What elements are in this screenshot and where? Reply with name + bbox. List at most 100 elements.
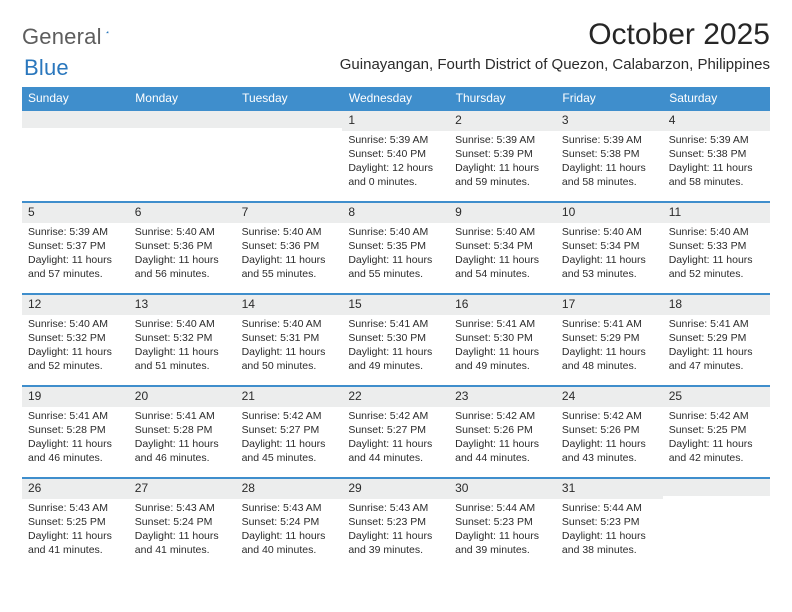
- sunset-text: Sunset: 5:29 PM: [562, 331, 657, 345]
- daylight-text: and 0 minutes.: [348, 175, 443, 189]
- daylight-text: Daylight: 11 hours: [348, 437, 443, 451]
- logo-text-general: General: [22, 24, 102, 50]
- daylight-text: and 41 minutes.: [28, 543, 123, 557]
- sunrise-text: Sunrise: 5:40 AM: [669, 225, 764, 239]
- daylight-text: and 56 minutes.: [135, 267, 230, 281]
- weekday-header: Tuesday: [236, 87, 343, 110]
- day-number: 9: [449, 203, 556, 223]
- daylight-text: and 45 minutes.: [242, 451, 337, 465]
- calendar-day-cell: 21Sunrise: 5:42 AMSunset: 5:27 PMDayligh…: [236, 386, 343, 478]
- daylight-text: and 49 minutes.: [455, 359, 550, 373]
- day-number: 30: [449, 479, 556, 499]
- day-details: Sunrise: 5:41 AMSunset: 5:28 PMDaylight:…: [22, 407, 129, 470]
- daylight-text: Daylight: 11 hours: [28, 529, 123, 543]
- day-details: Sunrise: 5:40 AMSunset: 5:32 PMDaylight:…: [22, 315, 129, 378]
- day-number: 27: [129, 479, 236, 499]
- logo: General: [22, 18, 130, 50]
- daylight-text: and 48 minutes.: [562, 359, 657, 373]
- daylight-text: and 44 minutes.: [348, 451, 443, 465]
- day-number: 3: [556, 111, 663, 131]
- sunset-text: Sunset: 5:33 PM: [669, 239, 764, 253]
- day-number: [236, 111, 343, 128]
- daylight-text: and 40 minutes.: [242, 543, 337, 557]
- day-details: Sunrise: 5:43 AMSunset: 5:25 PMDaylight:…: [22, 499, 129, 562]
- sunrise-text: Sunrise: 5:42 AM: [669, 409, 764, 423]
- day-details: Sunrise: 5:44 AMSunset: 5:23 PMDaylight:…: [449, 499, 556, 562]
- sunrise-text: Sunrise: 5:40 AM: [135, 317, 230, 331]
- sunrise-text: Sunrise: 5:43 AM: [242, 501, 337, 515]
- calendar-day-cell: 10Sunrise: 5:40 AMSunset: 5:34 PMDayligh…: [556, 202, 663, 294]
- calendar-empty-cell: [236, 110, 343, 202]
- daylight-text: Daylight: 11 hours: [135, 529, 230, 543]
- daylight-text: Daylight: 11 hours: [242, 345, 337, 359]
- weekday-header: Saturday: [663, 87, 770, 110]
- day-number: 28: [236, 479, 343, 499]
- day-number: 16: [449, 295, 556, 315]
- daylight-text: and 59 minutes.: [455, 175, 550, 189]
- sunrise-text: Sunrise: 5:39 AM: [455, 133, 550, 147]
- daylight-text: and 38 minutes.: [562, 543, 657, 557]
- daylight-text: and 52 minutes.: [669, 267, 764, 281]
- weekday-header: Thursday: [449, 87, 556, 110]
- daylight-text: and 55 minutes.: [348, 267, 443, 281]
- sunrise-text: Sunrise: 5:42 AM: [562, 409, 657, 423]
- day-number: 7: [236, 203, 343, 223]
- day-details: Sunrise: 5:39 AMSunset: 5:40 PMDaylight:…: [342, 131, 449, 194]
- sunset-text: Sunset: 5:31 PM: [242, 331, 337, 345]
- day-number: 6: [129, 203, 236, 223]
- weekday-header-row: SundayMondayTuesdayWednesdayThursdayFrid…: [22, 87, 770, 110]
- calendar-day-cell: 26Sunrise: 5:43 AMSunset: 5:25 PMDayligh…: [22, 478, 129, 570]
- sunrise-text: Sunrise: 5:39 AM: [28, 225, 123, 239]
- calendar-day-cell: 6Sunrise: 5:40 AMSunset: 5:36 PMDaylight…: [129, 202, 236, 294]
- day-details: Sunrise: 5:42 AMSunset: 5:26 PMDaylight:…: [556, 407, 663, 470]
- sunrise-text: Sunrise: 5:44 AM: [455, 501, 550, 515]
- sunrise-text: Sunrise: 5:40 AM: [135, 225, 230, 239]
- day-details: Sunrise: 5:41 AMSunset: 5:30 PMDaylight:…: [449, 315, 556, 378]
- sunrise-text: Sunrise: 5:40 AM: [242, 225, 337, 239]
- calendar-day-cell: 27Sunrise: 5:43 AMSunset: 5:24 PMDayligh…: [129, 478, 236, 570]
- day-details: Sunrise: 5:40 AMSunset: 5:34 PMDaylight:…: [449, 223, 556, 286]
- calendar-day-cell: 8Sunrise: 5:40 AMSunset: 5:35 PMDaylight…: [342, 202, 449, 294]
- day-number: 10: [556, 203, 663, 223]
- day-details: Sunrise: 5:39 AMSunset: 5:37 PMDaylight:…: [22, 223, 129, 286]
- sunset-text: Sunset: 5:34 PM: [562, 239, 657, 253]
- sunset-text: Sunset: 5:34 PM: [455, 239, 550, 253]
- location-text: Guinayangan, Fourth District of Quezon, …: [340, 56, 770, 73]
- sunset-text: Sunset: 5:25 PM: [28, 515, 123, 529]
- calendar-week-row: 19Sunrise: 5:41 AMSunset: 5:28 PMDayligh…: [22, 386, 770, 478]
- sunset-text: Sunset: 5:36 PM: [135, 239, 230, 253]
- sunrise-text: Sunrise: 5:40 AM: [455, 225, 550, 239]
- calendar-day-cell: 18Sunrise: 5:41 AMSunset: 5:29 PMDayligh…: [663, 294, 770, 386]
- daylight-text: Daylight: 11 hours: [135, 437, 230, 451]
- calendar-day-cell: 15Sunrise: 5:41 AMSunset: 5:30 PMDayligh…: [342, 294, 449, 386]
- calendar-week-row: 1Sunrise: 5:39 AMSunset: 5:40 PMDaylight…: [22, 110, 770, 202]
- calendar-day-cell: 14Sunrise: 5:40 AMSunset: 5:31 PMDayligh…: [236, 294, 343, 386]
- day-number: 4: [663, 111, 770, 131]
- sunrise-text: Sunrise: 5:40 AM: [348, 225, 443, 239]
- day-details: Sunrise: 5:40 AMSunset: 5:36 PMDaylight:…: [129, 223, 236, 286]
- day-number: 22: [342, 387, 449, 407]
- daylight-text: Daylight: 11 hours: [455, 253, 550, 267]
- day-number: 13: [129, 295, 236, 315]
- calendar-day-cell: 23Sunrise: 5:42 AMSunset: 5:26 PMDayligh…: [449, 386, 556, 478]
- daylight-text: Daylight: 11 hours: [455, 345, 550, 359]
- daylight-text: and 58 minutes.: [669, 175, 764, 189]
- sunset-text: Sunset: 5:26 PM: [562, 423, 657, 437]
- day-details: Sunrise: 5:40 AMSunset: 5:32 PMDaylight:…: [129, 315, 236, 378]
- sunrise-text: Sunrise: 5:42 AM: [242, 409, 337, 423]
- sunrise-text: Sunrise: 5:39 AM: [669, 133, 764, 147]
- calendar-day-cell: 4Sunrise: 5:39 AMSunset: 5:38 PMDaylight…: [663, 110, 770, 202]
- calendar-day-cell: 25Sunrise: 5:42 AMSunset: 5:25 PMDayligh…: [663, 386, 770, 478]
- sunrise-text: Sunrise: 5:42 AM: [455, 409, 550, 423]
- sunset-text: Sunset: 5:23 PM: [348, 515, 443, 529]
- sunset-text: Sunset: 5:36 PM: [242, 239, 337, 253]
- daylight-text: Daylight: 11 hours: [455, 161, 550, 175]
- day-details: Sunrise: 5:39 AMSunset: 5:38 PMDaylight:…: [663, 131, 770, 194]
- sunset-text: Sunset: 5:30 PM: [455, 331, 550, 345]
- day-details: Sunrise: 5:43 AMSunset: 5:24 PMDaylight:…: [129, 499, 236, 562]
- daylight-text: Daylight: 11 hours: [242, 529, 337, 543]
- daylight-text: Daylight: 11 hours: [28, 253, 123, 267]
- day-number: 15: [342, 295, 449, 315]
- daylight-text: and 54 minutes.: [455, 267, 550, 281]
- day-details: Sunrise: 5:40 AMSunset: 5:31 PMDaylight:…: [236, 315, 343, 378]
